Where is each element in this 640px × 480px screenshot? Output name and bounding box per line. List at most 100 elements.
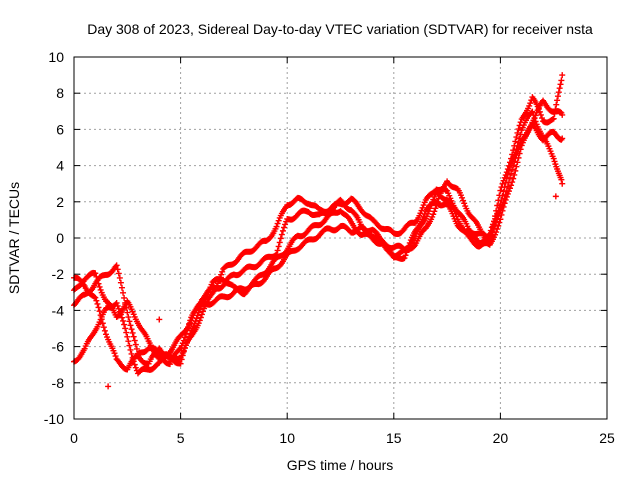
data-point xyxy=(556,85,563,92)
data-point xyxy=(101,327,108,334)
data-point xyxy=(506,185,513,192)
data-point xyxy=(486,231,493,238)
data-point xyxy=(503,175,510,182)
data-point xyxy=(92,294,99,301)
data-point xyxy=(179,340,186,347)
x-tick-label: 20 xyxy=(493,430,509,446)
data-point xyxy=(186,320,193,327)
data-point xyxy=(516,150,523,157)
y-tick-label: -4 xyxy=(52,302,65,318)
data-point xyxy=(192,318,199,325)
data-point xyxy=(96,283,103,290)
data-point xyxy=(510,155,517,162)
data-point xyxy=(115,305,122,312)
data-point xyxy=(127,322,134,329)
data-point xyxy=(515,154,522,161)
data-point xyxy=(125,314,132,321)
data-point xyxy=(115,270,122,277)
data-point xyxy=(421,211,428,218)
data-point xyxy=(459,194,466,201)
y-tick-label: 6 xyxy=(56,121,64,137)
y-tick-label: -8 xyxy=(52,375,65,391)
data-point xyxy=(273,251,280,258)
data-point xyxy=(281,224,288,231)
data-point xyxy=(517,146,524,153)
data-point xyxy=(487,227,494,234)
data-point xyxy=(183,339,190,346)
data-point xyxy=(187,317,194,324)
data-point xyxy=(554,93,561,100)
data-point xyxy=(180,348,187,355)
data-point xyxy=(118,314,125,321)
data-point xyxy=(198,311,205,318)
data-point xyxy=(559,180,566,187)
data-point xyxy=(117,311,124,318)
data-point xyxy=(494,226,501,233)
series-track-d xyxy=(71,97,566,368)
data-point xyxy=(489,221,496,228)
data-point xyxy=(505,167,512,174)
data-point xyxy=(132,341,139,348)
data-point xyxy=(185,324,192,331)
data-point xyxy=(111,350,118,357)
data-point xyxy=(498,211,505,218)
data-point xyxy=(185,336,192,343)
data-point xyxy=(497,216,504,223)
data-point xyxy=(124,309,131,316)
data-point xyxy=(95,304,102,311)
data-point xyxy=(529,108,536,115)
data-point xyxy=(219,268,226,275)
data-point xyxy=(514,129,521,136)
y-axis-label: SDTVAR / TECUs xyxy=(6,182,22,294)
data-point xyxy=(179,352,186,359)
data-point xyxy=(528,122,535,129)
data-point xyxy=(538,115,545,122)
data-point xyxy=(508,182,515,189)
data-point xyxy=(508,160,515,167)
data-point xyxy=(125,338,132,345)
data-point xyxy=(515,126,522,133)
data-point xyxy=(500,188,507,195)
data-point xyxy=(504,171,511,178)
data-point xyxy=(132,364,139,371)
chart-title: Day 308 of 2023, Sidereal Day-to-day VTE… xyxy=(87,21,593,37)
data-point xyxy=(559,72,566,79)
data-point xyxy=(275,243,282,250)
data-point xyxy=(550,115,557,122)
data-point xyxy=(118,284,125,291)
data-point xyxy=(186,333,193,340)
data-point xyxy=(516,135,523,142)
data-point xyxy=(282,221,289,228)
data-point xyxy=(510,175,517,182)
y-tick-label: 8 xyxy=(56,85,64,101)
data-point xyxy=(488,224,495,231)
data-point xyxy=(156,316,163,323)
x-axis-label: GPS time / hours xyxy=(287,457,394,473)
data-point xyxy=(122,325,129,332)
data-point xyxy=(554,97,561,104)
data-point xyxy=(187,330,194,337)
data-point xyxy=(127,346,134,353)
data-point xyxy=(279,227,286,234)
data-point xyxy=(513,163,520,170)
data-point xyxy=(526,102,533,109)
data-point xyxy=(493,229,500,236)
data-point xyxy=(278,231,285,238)
data-point xyxy=(527,100,534,107)
data-point xyxy=(537,111,544,118)
data-point xyxy=(559,135,566,142)
data-point xyxy=(128,350,135,357)
data-point xyxy=(501,200,508,207)
data-point xyxy=(497,187,504,194)
data-point xyxy=(277,235,284,242)
data-point xyxy=(177,360,184,367)
data-point xyxy=(461,200,468,207)
data-point xyxy=(113,262,120,269)
y-tick-label: -10 xyxy=(44,411,64,427)
data-point xyxy=(114,266,121,273)
x-tick-label: 0 xyxy=(70,430,78,446)
data-point xyxy=(182,342,189,349)
data-point xyxy=(558,77,565,84)
data-point xyxy=(121,321,128,328)
